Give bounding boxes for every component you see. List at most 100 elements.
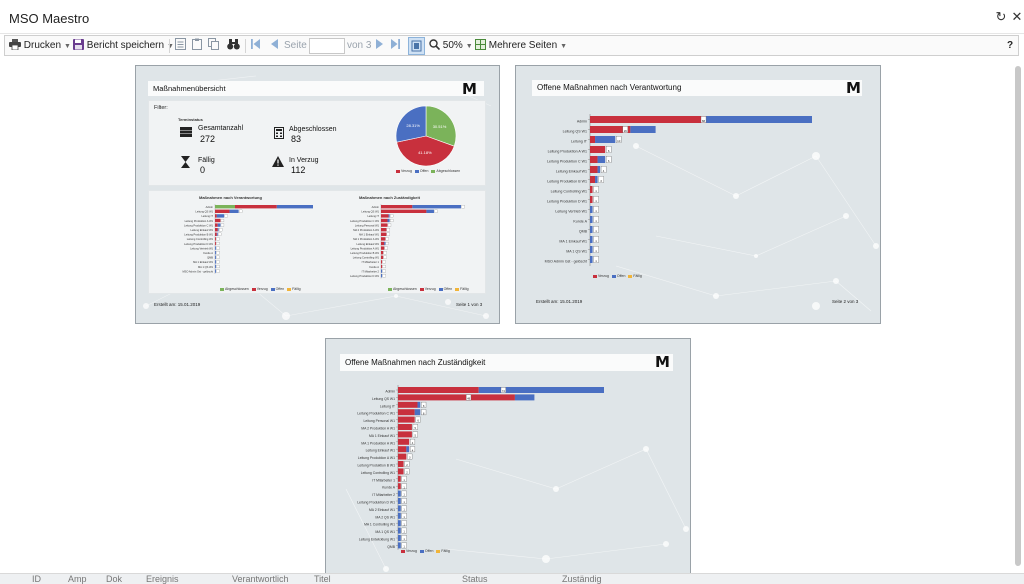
binoculars-icon[interactable]	[227, 38, 240, 54]
hourglass-icon	[181, 156, 190, 168]
value-label: 1	[403, 545, 405, 549]
vertical-scrollbar[interactable]	[1014, 60, 1022, 572]
bar-verzug	[590, 156, 598, 163]
column-header-ereignis[interactable]: Ereignis	[146, 574, 179, 584]
print-button[interactable]: Drucken ▼	[9, 38, 71, 54]
zoom-dropdown[interactable]: 50% ▼	[429, 38, 473, 54]
copy-icon[interactable]	[208, 38, 219, 54]
pie-slice-verzug	[396, 135, 455, 167]
column-header-dok[interactable]: Dok	[106, 574, 123, 584]
terminstatus-heading: Terminstatus	[178, 117, 203, 122]
clipboard-icon[interactable]	[192, 38, 202, 54]
document-map-icon[interactable]	[175, 38, 186, 54]
total-label: Gesamtanzahl	[198, 125, 244, 132]
window-title: MSO Maestro	[9, 11, 90, 26]
bar-offen	[387, 218, 390, 223]
bar-offen	[216, 232, 218, 236]
value-label: 6	[608, 149, 610, 153]
value-label-box	[382, 260, 386, 264]
previous-page-icon[interactable]	[271, 38, 278, 54]
bar-offen	[590, 226, 593, 233]
refresh-icon[interactable]: ↻	[995, 9, 1007, 24]
category-label: IT Mitarbeiter 2	[372, 493, 395, 497]
report-page-1[interactable]: Maßnahmenübersicht M Filter: Terminstatu…	[135, 65, 500, 324]
bar-verzug	[590, 116, 707, 123]
bar-chart-zustaendigkeit: Admin 74 Leitung QS W1 49 Leitung IT 8 Leitung…	[357, 385, 604, 550]
column-header-zustaendig[interactable]: Zuständig	[562, 574, 602, 584]
value-label: 6	[417, 419, 419, 423]
page-label: Seite	[284, 40, 307, 51]
print-label: Drucken	[23, 40, 62, 51]
bar-offen	[215, 255, 216, 259]
fit-page-button[interactable]	[408, 37, 425, 55]
bar-verzug	[381, 228, 387, 232]
bar-verzug	[381, 232, 387, 236]
value-label: 5	[415, 434, 417, 438]
magnifier-icon	[429, 39, 441, 51]
value-label-box	[461, 205, 465, 209]
bar-offen	[398, 520, 401, 527]
chevron-down-icon[interactable]: ▼	[167, 43, 174, 50]
category-label: MA 2 Produktion A W1	[361, 427, 395, 431]
chart-right-title: Maßnahmen nach Zuständigkeit	[359, 195, 420, 200]
bar-verzug	[398, 387, 479, 393]
category-label: MA 1 QS W1	[198, 265, 214, 269]
help-button[interactable]: ?	[1007, 40, 1014, 51]
value-label-box	[216, 260, 220, 264]
category-label: IT Mitarbeiter 1	[362, 260, 380, 264]
bar-offen	[217, 223, 221, 227]
created-date: Erstellt am: 15.01.2019	[154, 302, 201, 307]
close-icon[interactable]: ✕	[1011, 9, 1023, 24]
category-label: Kunde A	[369, 265, 379, 269]
legend-swatch-offen	[419, 549, 424, 553]
value-label: 1	[595, 249, 597, 253]
next-page-icon[interactable]	[376, 38, 383, 54]
value-label: 1	[403, 485, 405, 489]
value-label-box	[593, 246, 599, 253]
bar-offen	[590, 256, 593, 263]
multipage-dropdown[interactable]: Mehrere Seiten ▼	[475, 38, 567, 54]
column-header-amp[interactable]: Amp	[68, 574, 87, 584]
bar-verzug	[381, 209, 427, 213]
category-label: Leitung Produktion A W1	[358, 456, 395, 460]
background-network-pattern	[615, 143, 879, 312]
save-report-button[interactable]: Bericht speichern ▼	[73, 38, 174, 54]
bar-offen	[406, 446, 410, 453]
report-page-2[interactable]: Offene Maßnahmen nach Verantwortung M Ad…	[515, 65, 881, 324]
category-label: Leitung Controlling W1	[187, 237, 214, 241]
chevron-down-icon[interactable]: ▼	[64, 43, 71, 50]
scrollbar-thumb[interactable]	[1015, 66, 1021, 566]
value-label: 1	[403, 500, 405, 504]
value-label-box	[390, 214, 394, 218]
legend-swatch-offen	[414, 169, 419, 173]
column-header-titel[interactable]: Titel	[314, 574, 331, 584]
value-label-box	[593, 256, 599, 263]
last-page-icon[interactable]	[391, 38, 400, 54]
multipage-label: Mehrere Seiten	[488, 40, 558, 51]
category-label: Admin	[206, 205, 214, 209]
first-page-icon[interactable]	[251, 38, 260, 54]
value-label-box	[593, 186, 599, 193]
value-label-box	[616, 136, 622, 143]
chevron-down-icon[interactable]: ▼	[560, 43, 568, 50]
bar-offen	[398, 542, 401, 549]
bar-verzug	[398, 438, 410, 445]
bar-abgeschlossen	[215, 205, 235, 209]
bar-offen	[417, 401, 421, 408]
legend-offen: Offen	[616, 274, 626, 278]
value-label-box	[404, 461, 410, 467]
chevron-down-icon[interactable]: ▼	[465, 43, 473, 50]
category-label: Kunde A	[382, 486, 396, 490]
report-page-3[interactable]: Offene Maßnahmen nach Zuständigkeit M Ad…	[325, 338, 691, 576]
column-header-status[interactable]: Status	[462, 574, 488, 584]
page-number-input[interactable]	[309, 38, 345, 54]
column-header-verantwortlich[interactable]: Verantwortlich	[232, 574, 289, 584]
value-label: 1	[403, 522, 405, 526]
column-header-id[interactable]: ID	[32, 574, 41, 584]
category-label: Admin	[385, 390, 395, 394]
value-label: 8	[423, 404, 425, 408]
category-label: Leitung Produktion B W1	[357, 464, 395, 468]
stack-icon	[180, 127, 192, 137]
category-label: Leitung Produktion C W1	[357, 412, 395, 416]
legend-offen: Offen	[419, 169, 429, 173]
